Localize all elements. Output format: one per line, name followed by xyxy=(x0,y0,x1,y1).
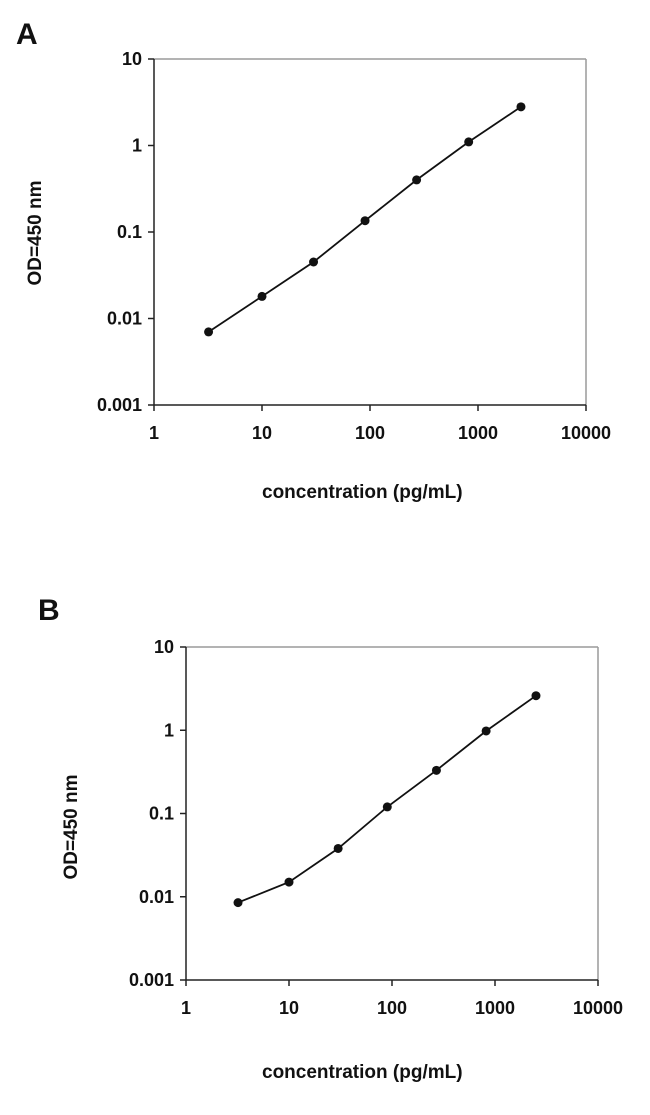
x-tick-label-a-2: 100 xyxy=(355,423,385,443)
data-point-a-2 xyxy=(309,257,319,267)
data-point-a-4 xyxy=(412,175,422,185)
data-point-a-5 xyxy=(464,137,474,147)
data-point-b-6 xyxy=(531,691,541,701)
x-tick-label-b-4: 10000 xyxy=(573,998,623,1018)
y-tick-label-b-1: 0.01 xyxy=(139,887,174,907)
data-point-b-4 xyxy=(431,765,441,775)
y-axis-title-b: OD=450 nm xyxy=(61,774,82,880)
x-tick-label-a-1: 10 xyxy=(252,423,272,443)
data-point-b-3 xyxy=(382,802,392,812)
x-tick-label-b-0: 1 xyxy=(181,998,191,1018)
chart-panel-b: B 0.001 0.01 0.1 1 10 1 10 100 1000 10000 concent… xyxy=(0,590,650,1110)
y-axis-title-a: OD=450 nm xyxy=(25,180,46,286)
y-tick-label-b-3: 1 xyxy=(164,720,174,740)
chart-a-plot: 0.001 0.01 0.1 1 10 1 10 100 1000 10000 xyxy=(97,49,611,443)
y-tick-label-a-1: 0.01 xyxy=(107,309,142,329)
series-line-b xyxy=(237,694,537,904)
x-tick-label-b-3: 1000 xyxy=(475,998,515,1018)
data-point-a-6 xyxy=(516,102,526,112)
y-tick-label-a-4: 10 xyxy=(122,49,142,69)
x-tick-label-b-1: 10 xyxy=(279,998,299,1018)
data-point-a-0 xyxy=(204,327,214,337)
data-point-a-1 xyxy=(257,291,267,301)
chart-panel-a: A 0.001 0.01 0.1 1 10 1 10 100 1000 10000 concent… xyxy=(0,0,650,540)
panel-label-a: A xyxy=(16,18,38,51)
data-point-b-2 xyxy=(333,843,343,853)
x-tick-label-b-2: 100 xyxy=(377,998,407,1018)
panel-label-b: B xyxy=(38,594,60,627)
data-point-b-5 xyxy=(481,726,491,736)
y-tick-label-a-2: 0.1 xyxy=(117,222,142,242)
y-tick-label-a-3: 1 xyxy=(132,136,142,156)
y-tick-label-b-0: 0.001 xyxy=(129,970,174,990)
x-axis-title-b: concentration (pg/mL) xyxy=(262,1062,463,1083)
data-point-b-1 xyxy=(284,877,294,887)
x-tick-label-a-4: 10000 xyxy=(561,423,611,443)
data-point-b-0 xyxy=(233,898,243,908)
x-tick-label-a-0: 1 xyxy=(149,423,159,443)
y-tick-label-a-0: 0.001 xyxy=(97,395,142,415)
y-tick-label-b-2: 0.1 xyxy=(149,804,174,824)
y-tick-label-b-4: 10 xyxy=(154,637,174,657)
x-axis-title-a: concentration (pg/mL) xyxy=(262,482,463,503)
chart-b-plot: 0.001 0.01 0.1 1 10 1 10 100 1000 10000 xyxy=(129,637,623,1018)
x-tick-label-a-3: 1000 xyxy=(458,423,498,443)
data-point-a-3 xyxy=(360,216,370,226)
